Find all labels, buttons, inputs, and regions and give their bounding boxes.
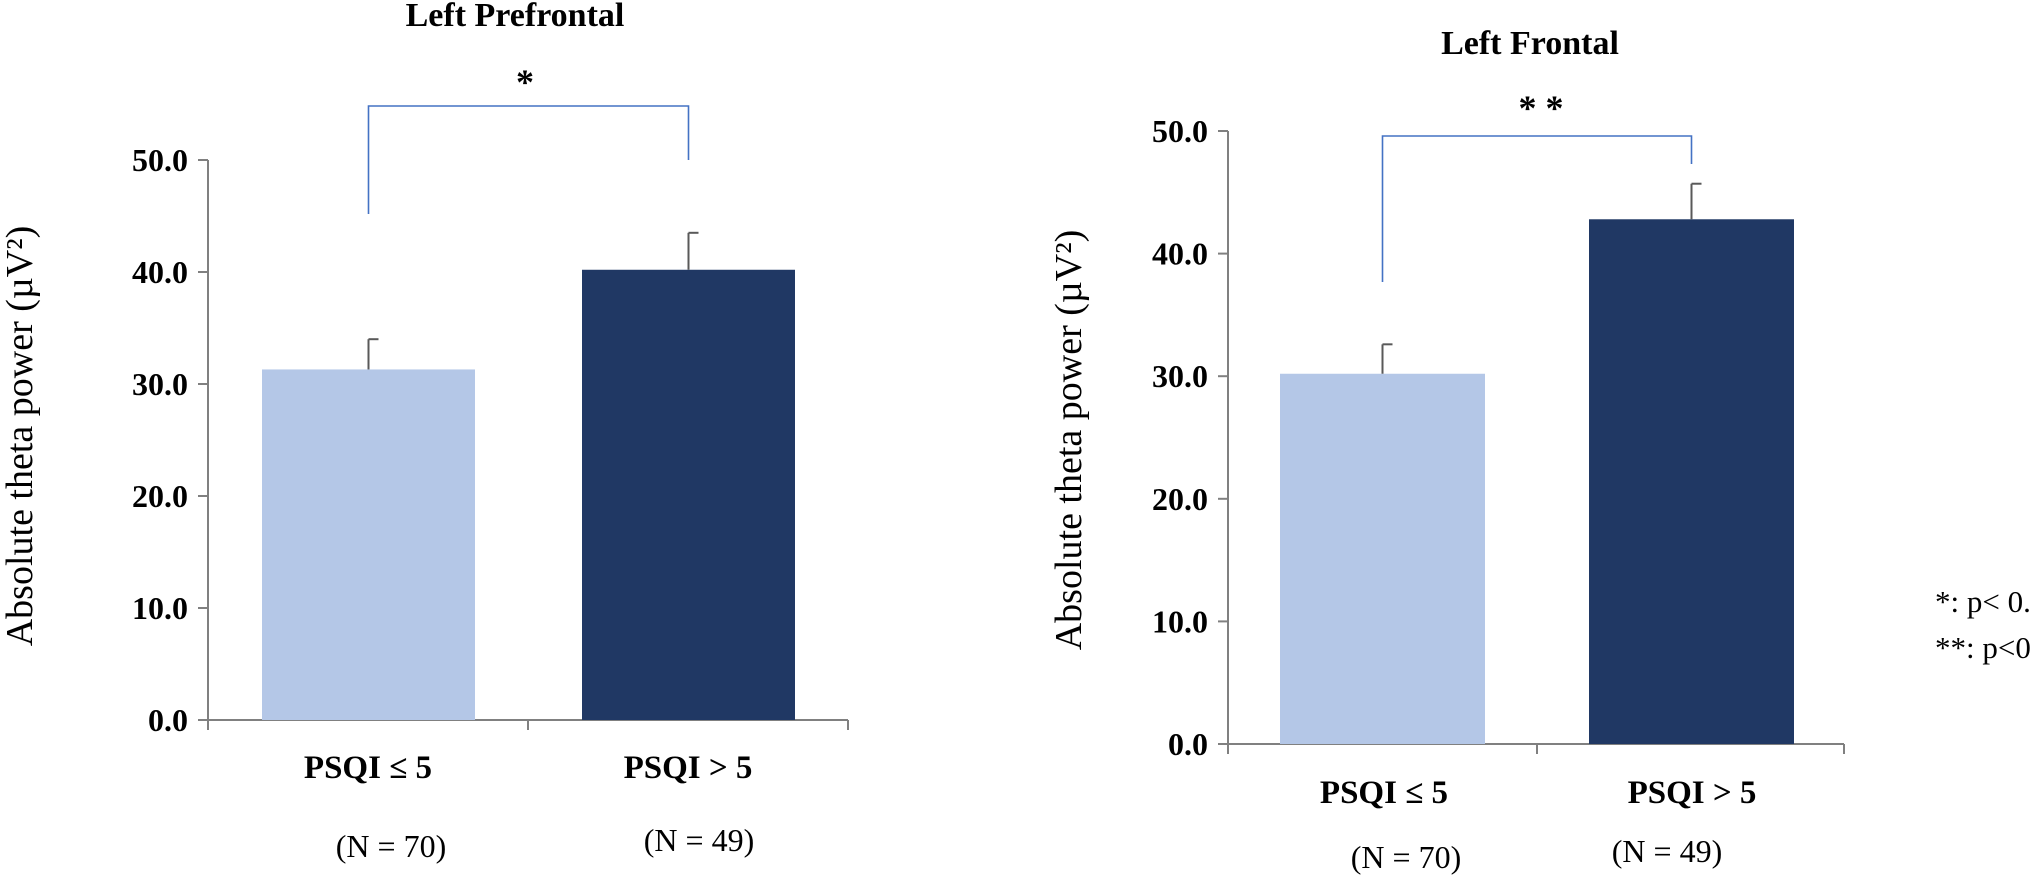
category-label: PSQI > 5 bbox=[1628, 775, 1757, 811]
chart-left-prefrontal: Left Prefrontal Absolute theta power (µV… bbox=[0, 0, 849, 864]
category-label: PSQI > 5 bbox=[624, 750, 753, 786]
y-tick-label: 40.0 bbox=[1152, 236, 1208, 272]
y-tick-label: 30.0 bbox=[132, 366, 188, 402]
y-tick-label: 50.0 bbox=[132, 142, 188, 178]
y-tick-label: 40.0 bbox=[132, 254, 188, 290]
bar bbox=[262, 369, 475, 720]
chart-left-frontal: Left Frontal Absolute theta power (µV²) … bbox=[1048, 25, 1845, 875]
y-tick-label: 10.0 bbox=[1152, 603, 1208, 639]
count-label: (N = 49) bbox=[1612, 833, 1722, 869]
count-label: (N = 70) bbox=[336, 828, 446, 864]
y-tick-label: 20.0 bbox=[1152, 481, 1208, 517]
bar bbox=[582, 269, 795, 720]
significance-marker: * * bbox=[1519, 88, 1564, 128]
legend-line: **: p<0.01 bbox=[1935, 630, 2032, 665]
y-tick-label: 30.0 bbox=[1152, 358, 1208, 394]
category-label: PSQI ≤ 5 bbox=[304, 750, 432, 786]
count-label: (N = 49) bbox=[644, 822, 754, 858]
y-tick-label: 0.0 bbox=[148, 702, 188, 738]
y-tick-label: 10.0 bbox=[132, 590, 188, 626]
y-axis-label: Absolute theta power (µV²) bbox=[0, 226, 41, 647]
y-tick-label: 20.0 bbox=[132, 478, 188, 514]
significance-marker: * bbox=[516, 62, 534, 102]
category-label: PSQI ≤ 5 bbox=[1320, 775, 1448, 811]
significance-bracket bbox=[1381, 135, 1693, 282]
bar bbox=[1280, 373, 1485, 744]
count-label: (N = 70) bbox=[1351, 839, 1461, 875]
chart-title: Left Frontal bbox=[1441, 25, 1619, 62]
y-tick-label: 50.0 bbox=[1152, 113, 1208, 149]
legend-line: *: p< 0.05; bbox=[1935, 584, 2032, 619]
y-tick-label: 0.0 bbox=[1168, 726, 1208, 762]
significance-legend: *: p< 0.05; **: p<0.01 bbox=[1935, 584, 2032, 665]
bar bbox=[1589, 219, 1794, 745]
y-axis-label: Absolute theta power (µV²) bbox=[1048, 230, 1090, 651]
significance-bracket bbox=[367, 105, 690, 214]
chart-title: Left Prefrontal bbox=[406, 0, 625, 34]
